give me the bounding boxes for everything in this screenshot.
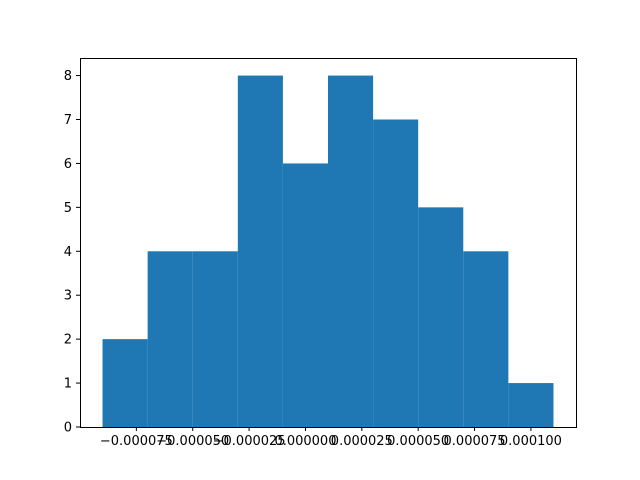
x-axis-ticks: −0.000075−0.000050−0.0000250.0000000.000… [100, 427, 562, 449]
histogram-bar [147, 251, 193, 427]
x-tick-label: 0.000050 [387, 434, 449, 449]
y-tick-label: 5 [64, 201, 72, 216]
y-tick-label: 1 [64, 377, 72, 392]
x-tick-label: 0.000100 [500, 434, 562, 449]
bars-group [102, 75, 554, 428]
histogram-bar [237, 75, 283, 428]
y-tick-label: 6 [64, 157, 72, 172]
y-tick-label: 2 [64, 333, 72, 348]
y-tick-label: 3 [64, 289, 72, 304]
x-tick-label: −0.000025 [213, 434, 286, 449]
y-axis-ticks: 0 1 2 3 4 5 6 7 8 [64, 69, 80, 436]
histogram-bar [282, 163, 328, 427]
x-tick-label: −0.000050 [156, 434, 229, 449]
y-tick-label: 4 [64, 245, 72, 260]
histogram-bar [328, 75, 374, 428]
y-tick-label: 7 [64, 113, 72, 128]
histogram-bar [192, 251, 238, 427]
histogram-bar [463, 251, 509, 427]
histogram-bar [102, 339, 148, 427]
x-tick-label: −0.000075 [100, 434, 173, 449]
y-tick-label: 8 [64, 69, 72, 84]
y-tick-label: 0 [64, 421, 72, 436]
x-tick-label: 0.000075 [444, 434, 506, 449]
histogram-bar [508, 383, 554, 427]
histogram-bar [418, 207, 464, 427]
x-tick-label: 0.000025 [331, 434, 393, 449]
x-tick-label: 0.000000 [274, 434, 336, 449]
plot-frame [80, 58, 577, 428]
histogram-bar [373, 119, 419, 427]
